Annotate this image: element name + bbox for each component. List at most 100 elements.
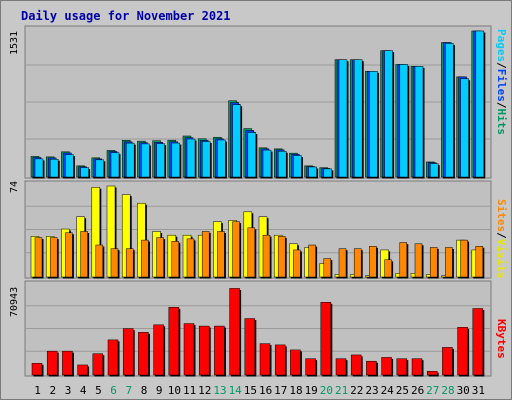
- bar-pages-25: [399, 64, 409, 178]
- x-tick-label-12: 12: [198, 384, 211, 397]
- bar-kbytes-22: [350, 354, 362, 376]
- bar-sites-8: [141, 239, 149, 278]
- bar-kbytes-31: [472, 308, 484, 376]
- x-tick-label-19: 19: [305, 384, 318, 397]
- bar-kbytes-1: [31, 363, 43, 376]
- bar-pages-3: [65, 154, 74, 178]
- bar-sites-27: [429, 247, 438, 278]
- x-tick-label-20: 20: [320, 384, 333, 397]
- x-tick-label-22: 22: [350, 384, 363, 397]
- bar-sites-10: [171, 241, 180, 278]
- x-tick-label-23: 23: [365, 384, 378, 397]
- bar-sites-7: [125, 248, 134, 278]
- x-tick-label-6: 6: [110, 384, 117, 397]
- bar-pages-26: [414, 66, 424, 178]
- bar-sites-16: [262, 234, 271, 278]
- bar-pages-7: [125, 142, 135, 178]
- bar-kbytes-11: [183, 323, 195, 376]
- bar-kbytes-20: [320, 301, 332, 376]
- bar-pages-1: [34, 158, 44, 178]
- bar-pages-9: [156, 143, 165, 178]
- x-tick-label-7: 7: [125, 384, 132, 397]
- bar-pages-28: [445, 43, 454, 178]
- bar-pages-8: [141, 143, 150, 178]
- bar-pages-6: [110, 152, 120, 178]
- bar-kbytes-13: [214, 325, 225, 376]
- bar-sites-25: [399, 242, 408, 278]
- bar-kbytes-26: [411, 358, 423, 376]
- x-tick-label-30: 30: [457, 384, 470, 397]
- bar-sites-4: [80, 231, 88, 278]
- bar-pages-12: [201, 141, 211, 178]
- bar-kbytes-6: [107, 339, 119, 376]
- bar-pages-20: [323, 168, 333, 178]
- bar-pages-22: [353, 59, 363, 178]
- bar-pages-27: [429, 163, 439, 178]
- bar-pages-2: [49, 159, 59, 178]
- x-tick-label-26: 26: [411, 384, 424, 397]
- bar-sites-11: [186, 238, 195, 278]
- bar-kbytes-8: [138, 332, 149, 376]
- bar-sites-6: [110, 248, 119, 278]
- bar-pages-11: [186, 138, 196, 178]
- bar-pages-18: [293, 155, 302, 178]
- bar-kbytes-25: [396, 358, 408, 376]
- bar-kbytes-18: [290, 349, 301, 376]
- x-tick-label-14: 14: [229, 384, 243, 397]
- bar-sites-17: [277, 236, 286, 278]
- x-tick-label-17: 17: [274, 384, 287, 397]
- x-tick-label-1: 1: [34, 384, 41, 397]
- x-tick-label-25: 25: [396, 384, 409, 397]
- x-tick-label-5: 5: [95, 384, 102, 397]
- bar-pages-5: [95, 159, 105, 178]
- x-tick-label-9: 9: [156, 384, 163, 397]
- bar-pages-24: [384, 50, 393, 178]
- bar-kbytes-14: [229, 288, 240, 376]
- x-tick-label-10: 10: [168, 384, 181, 397]
- bar-pages-15: [247, 132, 257, 178]
- x-tick-label-16: 16: [259, 384, 272, 397]
- bar-kbytes-10: [168, 307, 180, 376]
- bar-pages-10: [171, 142, 181, 178]
- x-tick-label-21: 21: [335, 384, 348, 397]
- bar-kbytes-21: [335, 358, 347, 376]
- bar-pages-19: [308, 166, 317, 178]
- bar-pages-23: [369, 71, 378, 178]
- bar-pages-31: [475, 30, 485, 178]
- bar-kbytes-19: [305, 358, 316, 376]
- bar-pages-21: [338, 59, 348, 178]
- bar-kbytes-23: [366, 360, 377, 376]
- bar-sites-1: [34, 237, 43, 278]
- bar-kbytes-27: [426, 370, 438, 376]
- bar-kbytes-3: [62, 350, 73, 376]
- bar-sites-28: [445, 247, 453, 278]
- bar-sites-22: [353, 248, 362, 278]
- bar-sites-31: [475, 246, 484, 278]
- bar-sites-2: [49, 237, 58, 278]
- bar-pages-16: [262, 149, 272, 178]
- x-tick-label-8: 8: [141, 384, 148, 397]
- x-tick-label-4: 4: [80, 384, 87, 397]
- bar-kbytes-4: [77, 364, 88, 376]
- bar-kbytes-2: [46, 350, 58, 376]
- bar-sites-18: [293, 249, 301, 278]
- bar-pages-13: [217, 139, 226, 178]
- bar-kbytes-30: [457, 327, 468, 376]
- bar-sites-20: [323, 258, 332, 278]
- bar-sites-24: [384, 259, 392, 278]
- bar-pages-14: [232, 104, 241, 178]
- bar-kbytes-28: [442, 347, 453, 376]
- bar-sites-12: [201, 231, 210, 278]
- bar-kbytes-5: [92, 353, 104, 376]
- bar-kbytes-17: [274, 344, 286, 376]
- bar-pages-4: [80, 167, 89, 178]
- x-tick-label-3: 3: [65, 384, 72, 397]
- bar-sites-5: [95, 244, 104, 278]
- x-tick-label-2: 2: [49, 384, 56, 397]
- bar-sites-26: [414, 243, 423, 278]
- x-tick-label-15: 15: [244, 384, 257, 397]
- bar-sites-23: [369, 246, 377, 278]
- bar-kbytes-15: [244, 318, 256, 376]
